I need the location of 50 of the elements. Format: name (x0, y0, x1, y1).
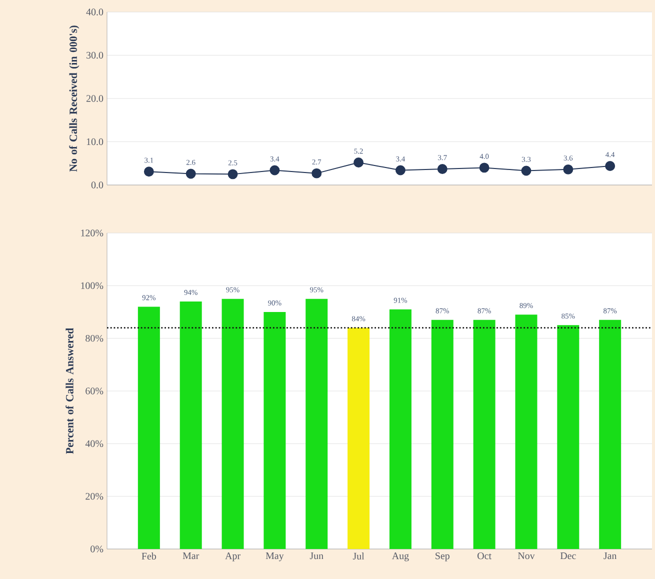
x-tick-label: Feb (142, 552, 156, 560)
x-tick-label: Jul (352, 552, 364, 560)
point (395, 165, 406, 176)
x-tick-label: Oct (478, 552, 492, 560)
x-tick-label: Jun (310, 552, 324, 560)
y-tick-label: 120% (81, 230, 104, 236)
bar (389, 309, 412, 549)
y-tick-label: 60% (86, 388, 104, 394)
y-tick-label: 0.0 (91, 182, 104, 188)
x-tick-label: Dec (560, 552, 576, 560)
x-tick-label: Mar (182, 552, 200, 560)
bar (306, 298, 328, 549)
point (228, 169, 238, 180)
x-tick-label: Aug (392, 552, 409, 562)
y-tick-label: 40.0 (86, 8, 104, 16)
point (437, 164, 448, 174)
point (563, 164, 574, 174)
y-axis-title: No of Calls Received (in 000's) (69, 26, 80, 172)
bar (431, 320, 454, 549)
y-tick-label: 20.0 (86, 95, 104, 102)
x-tick-label: May (266, 552, 284, 562)
bar (348, 328, 370, 549)
point (270, 165, 280, 176)
x-tick-label: Nov (518, 552, 535, 560)
y-tick-label: 20% (86, 492, 104, 500)
point (186, 168, 196, 179)
point (312, 168, 322, 178)
bar (138, 306, 160, 549)
x-tick-label: Sep (436, 552, 450, 562)
bar (515, 314, 538, 549)
bar (599, 320, 622, 549)
x-tick-label: Jan (604, 552, 617, 560)
y-tick-label: 10.0 (86, 138, 104, 146)
bar (557, 325, 580, 549)
y-tick-label: 0% (90, 546, 104, 552)
y-tick-label: 100% (81, 282, 104, 290)
y-tick-label: 80% (86, 334, 104, 342)
y-axis-title: Percent of Calls Answered (66, 328, 74, 454)
point (605, 160, 616, 171)
bar (222, 298, 244, 549)
bar (473, 320, 496, 549)
bar (264, 312, 286, 549)
point (354, 158, 364, 168)
point (144, 166, 154, 177)
y-tick-label: 30.0 (86, 52, 104, 59)
y-tick-label: 40% (85, 440, 104, 448)
point (521, 166, 532, 176)
point (479, 162, 490, 173)
x-tick-label: Apr (225, 552, 240, 562)
bar (180, 301, 202, 549)
